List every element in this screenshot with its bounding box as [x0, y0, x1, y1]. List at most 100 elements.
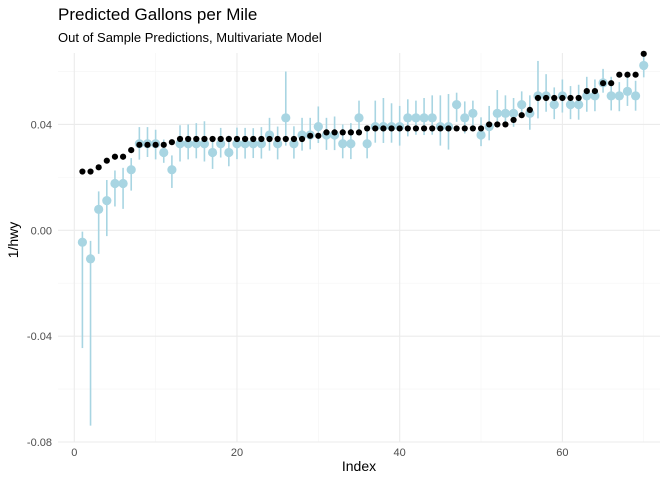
actual-point	[364, 125, 371, 132]
predicted-point	[338, 139, 348, 149]
actual-point	[396, 125, 403, 132]
actual-point	[347, 129, 354, 136]
actual-point	[250, 135, 257, 143]
predicted-point	[574, 100, 584, 110]
predicted-point	[630, 91, 641, 101]
actual-point	[217, 135, 224, 143]
predicted-point	[199, 139, 210, 149]
actual-point	[282, 135, 289, 143]
predicted-point	[606, 91, 616, 101]
actual-point	[79, 168, 86, 175]
actual-point	[176, 135, 184, 143]
y-tick-label: 0.04	[31, 119, 52, 131]
actual-point	[315, 132, 322, 139]
actual-point	[144, 141, 151, 148]
predicted-point	[273, 139, 283, 149]
predicted-point	[508, 108, 519, 118]
actual-point	[510, 116, 517, 124]
actual-point	[111, 153, 119, 160]
actual-point	[380, 125, 387, 132]
actual-point	[404, 125, 411, 132]
predicted-point	[77, 237, 88, 247]
actual-point	[242, 135, 249, 143]
predicted-point	[216, 139, 226, 149]
x-tick-label: 20	[231, 447, 243, 459]
predicted-point	[167, 165, 177, 175]
actual-point	[103, 157, 110, 164]
x-tick-label: 0	[71, 447, 77, 459]
chart-title: Predicted Gallons per Mile	[58, 5, 257, 24]
actual-point	[575, 94, 582, 102]
predicted-point	[110, 178, 120, 189]
actual-point	[258, 135, 265, 143]
predicted-point	[403, 113, 413, 123]
predicted-point	[476, 130, 486, 140]
x-tick-label: 60	[556, 447, 568, 459]
actual-point	[624, 71, 631, 78]
actual-point	[502, 121, 509, 128]
actual-point	[298, 135, 306, 143]
plot-area	[58, 50, 660, 443]
actual-point	[567, 94, 574, 102]
y-tick-label: 0.00	[31, 225, 52, 237]
actual-point	[453, 125, 460, 132]
predicted-point	[313, 121, 323, 132]
predicted-point	[207, 147, 218, 158]
actual-point	[461, 125, 468, 132]
actual-point	[559, 94, 566, 102]
actual-point	[494, 121, 501, 128]
actual-points	[79, 50, 647, 175]
actual-point	[355, 129, 363, 136]
predicted-point	[492, 108, 502, 118]
predicted-point	[256, 139, 266, 149]
actual-point	[486, 121, 493, 128]
actual-point	[331, 129, 338, 136]
x-axis-title: Index	[342, 458, 376, 474]
predicted-point	[460, 113, 470, 123]
actual-point	[551, 94, 558, 102]
actual-point	[136, 141, 143, 148]
actual-point	[152, 141, 159, 148]
actual-point	[128, 147, 135, 154]
y-tick-label: -0.08	[27, 437, 52, 449]
actual-point	[307, 132, 314, 139]
y-axis-ticks: -0.08 -0.04 0.00 0.04	[27, 119, 52, 449]
predicted-point	[94, 204, 104, 214]
actual-point	[640, 50, 647, 57]
predicted-point	[240, 139, 250, 149]
predicted-point	[289, 139, 299, 149]
actual-point	[534, 94, 542, 102]
actual-point	[543, 94, 550, 102]
x-axis-ticks: 0 20 40 60	[71, 447, 568, 459]
predicted-point	[590, 91, 600, 101]
predicted-point	[549, 100, 559, 110]
actual-point	[412, 125, 420, 132]
actual-point	[591, 88, 599, 95]
predicted-point	[183, 139, 193, 149]
actual-point	[388, 125, 395, 132]
predicted-point	[354, 113, 364, 123]
actual-point	[209, 135, 216, 143]
predicted-point	[159, 147, 169, 158]
predicted-point	[224, 147, 234, 158]
actual-point	[632, 71, 639, 78]
predicted-point	[622, 86, 633, 96]
predicted-point	[565, 100, 576, 110]
predicted-point	[248, 139, 258, 149]
actual-point	[608, 80, 615, 87]
y-axis-title: 1/hwy	[5, 222, 21, 259]
actual-point	[185, 135, 192, 143]
actual-point	[266, 135, 273, 143]
actual-point	[583, 88, 590, 95]
actual-point	[323, 129, 330, 136]
actual-point	[274, 135, 281, 143]
predicted-point	[500, 108, 511, 118]
predicted-point	[232, 139, 242, 149]
actual-point	[290, 135, 298, 143]
predicted-point	[517, 100, 527, 110]
predicted-point	[126, 165, 136, 175]
predicted-point	[452, 100, 462, 110]
actual-point	[477, 125, 485, 132]
predicted-point	[85, 254, 96, 264]
